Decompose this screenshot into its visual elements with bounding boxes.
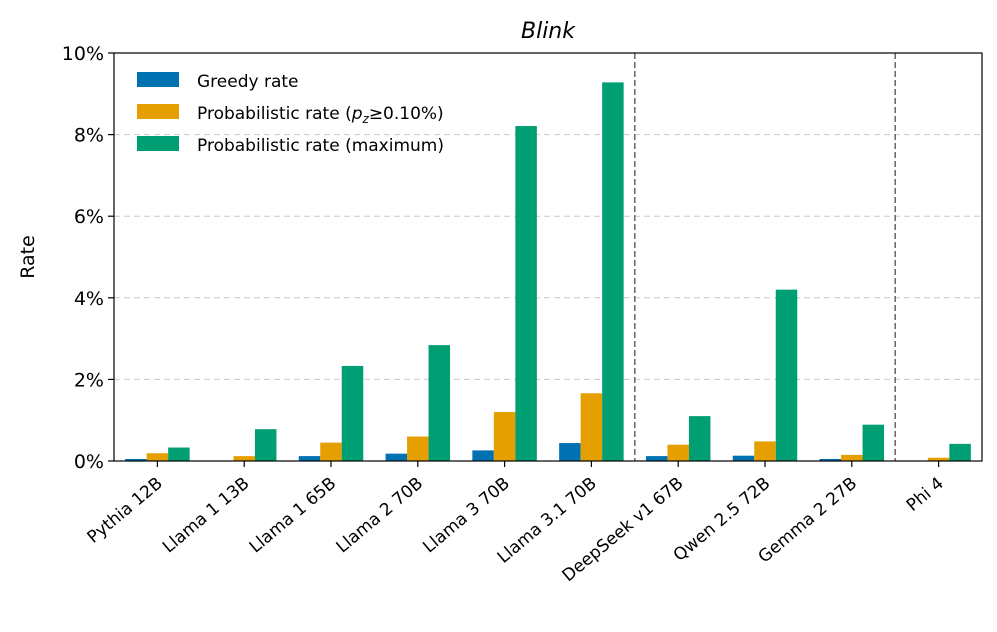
legend-label-greedy: Greedy rate (197, 72, 299, 92)
legend-swatch-greedy (137, 72, 179, 87)
legend-label-probabilistic-maximum: Probabilistic rate (maximum) (197, 136, 444, 156)
bar (841, 454, 863, 461)
x-tick-label: Pythia 12B (84, 474, 167, 548)
bar (515, 126, 537, 462)
bar (819, 458, 842, 461)
x-tick-label: Phi 4 (903, 474, 948, 516)
x-tick-label: Llama 1 13B (159, 474, 253, 558)
x-tick-label: Llama 1 65B (246, 474, 340, 558)
bar (472, 450, 494, 461)
bar (862, 424, 885, 461)
bar (428, 345, 451, 461)
bar (645, 456, 668, 461)
chart-title: Blink (521, 19, 576, 44)
bar (688, 416, 711, 461)
bar (168, 447, 190, 461)
y-tick-label: 2% (74, 369, 104, 391)
y-tick-label: 0% (74, 451, 104, 473)
y-axis: 0% 2% 4% 6% 8% 10% (62, 43, 114, 473)
bar (559, 443, 581, 461)
bar (754, 441, 776, 461)
bar (298, 456, 321, 461)
legend-label-probabilistic-threshold: Probabilistic rate (pz≥0.10%) (197, 104, 444, 126)
bar (927, 457, 950, 461)
legend-swatch-probabilistic-threshold (137, 104, 179, 119)
bar (341, 365, 364, 461)
y-tick-label: 8% (74, 125, 104, 147)
bar (602, 82, 624, 461)
plot-frame (113, 52, 983, 462)
group-separators (634, 53, 896, 461)
y-tick-label: 6% (74, 206, 104, 228)
y-axis-label: Rate (17, 235, 39, 279)
bar (125, 458, 147, 461)
bar-marks (125, 82, 971, 462)
bar (667, 444, 689, 461)
y-tick-label: 10% (62, 43, 104, 65)
bar (493, 412, 516, 461)
bar (146, 453, 169, 461)
grid-lines (114, 134, 982, 380)
bar (775, 289, 798, 461)
bar (320, 442, 342, 461)
bar (254, 429, 277, 461)
bar (233, 456, 255, 461)
bar (580, 393, 603, 461)
legend: Greedy rate Probabilistic rate (pz≥0.10%… (137, 72, 444, 156)
bar (949, 443, 971, 461)
x-tick-label: Llama 2 70B (333, 474, 427, 558)
x-tick-label: Llama 3 70B (419, 474, 513, 558)
bar (385, 453, 408, 461)
y-tick-label: 4% (74, 288, 104, 310)
bar (407, 436, 429, 461)
legend-swatch-probabilistic-maximum (137, 136, 179, 151)
bar (732, 455, 755, 461)
